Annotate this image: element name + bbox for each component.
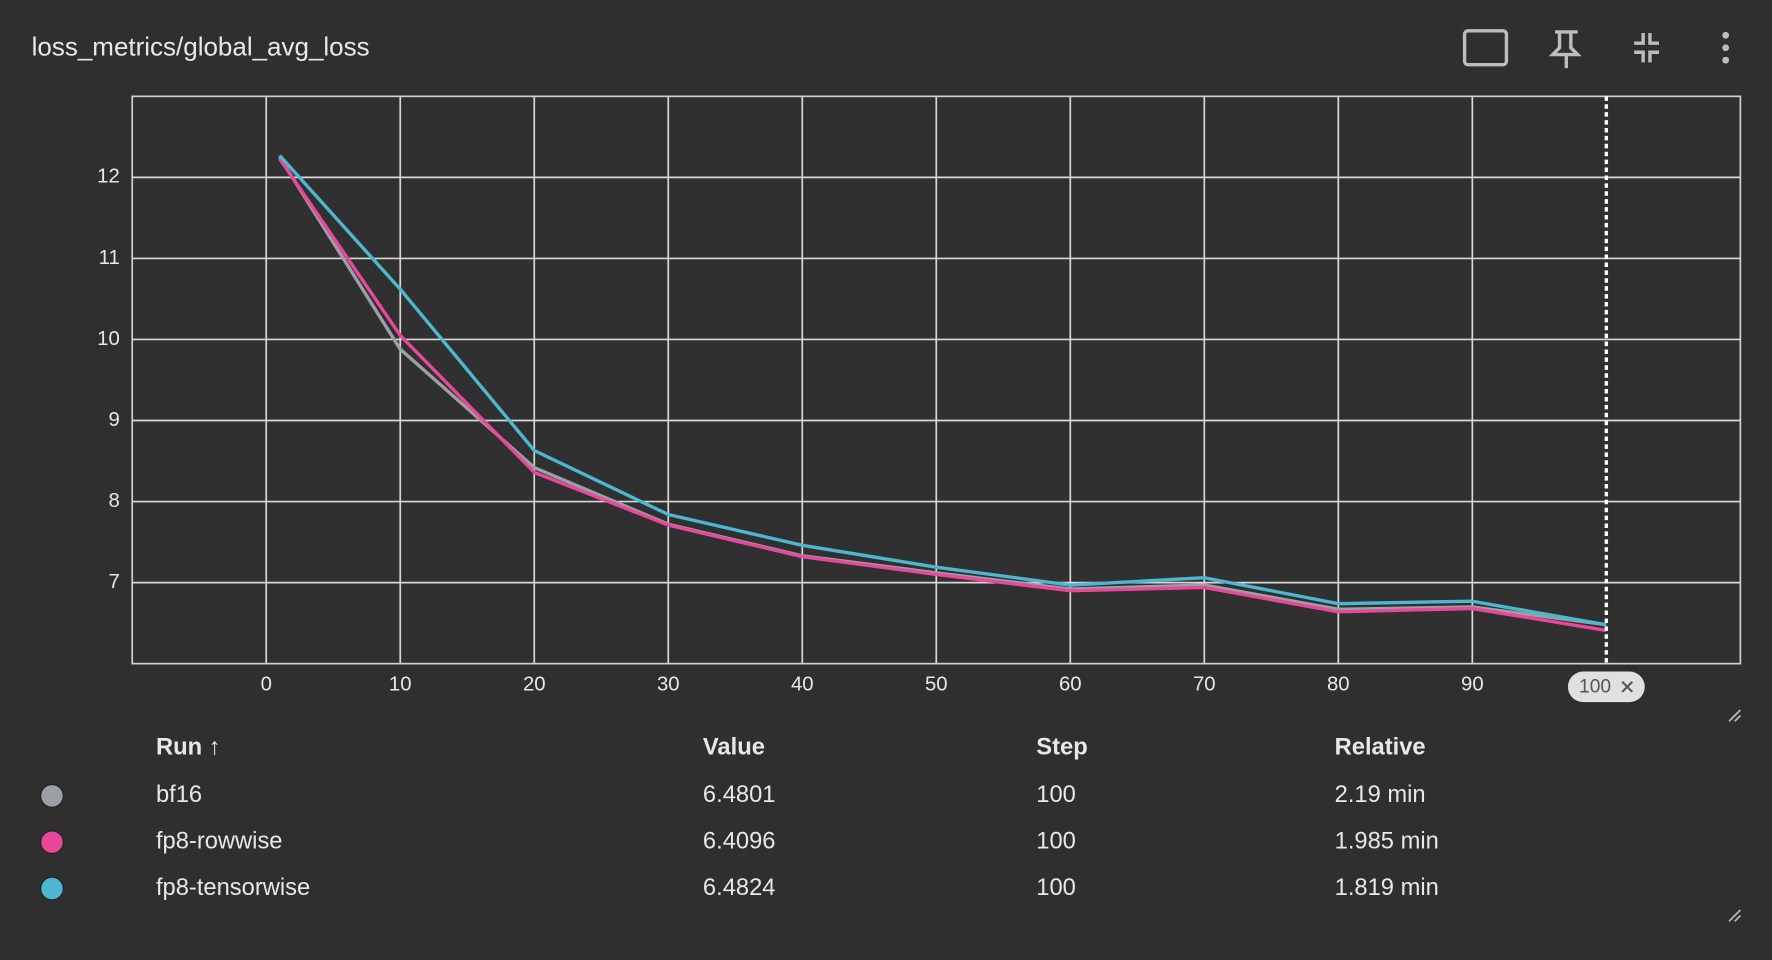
pin-button[interactable] <box>1548 30 1582 69</box>
run-color-dot[interactable] <box>40 783 64 808</box>
run-color-dot[interactable] <box>40 830 64 855</box>
table-cell: 100 <box>1036 782 1076 808</box>
y-tick-label: 12 <box>97 166 120 188</box>
x-tick-label: 0 <box>261 673 272 695</box>
column-header[interactable]: Relative <box>1335 735 1426 761</box>
x-tick-label: 80 <box>1327 673 1350 695</box>
chart-title: loss_metrics/global_avg_loss <box>32 32 370 62</box>
step-chip-close[interactable] <box>1621 681 1634 693</box>
x-tick-label: 40 <box>791 673 814 695</box>
table-cell: fp8-tensorwise <box>156 875 310 901</box>
resize-handle[interactable] <box>1728 709 1741 922</box>
series-line <box>278 154 1607 627</box>
table-cell: 1.985 min <box>1335 828 1439 854</box>
table-cell: 6.4801 <box>703 782 776 808</box>
table-cell: fp8-rowwise <box>156 828 283 854</box>
column-header[interactable]: Run ↑ <box>156 735 221 761</box>
step-chip[interactable] <box>1567 671 1645 703</box>
table-cell: bf16 <box>156 782 202 808</box>
table-cell: 6.4096 <box>703 828 776 854</box>
plot-area: 7 8 9 10 11 12 0 10 20 30 40 50 60 70 80 90 100 <box>97 95 1742 703</box>
y-tick-label: 10 <box>97 328 120 350</box>
x-tick-label: 20 <box>523 673 546 695</box>
run-color-dot[interactable] <box>40 876 64 901</box>
table-cell: 100 <box>1036 875 1076 901</box>
x-tick-label: 90 <box>1461 673 1484 695</box>
table-cell: 2.19 min <box>1335 782 1426 808</box>
y-tick-label: 7 <box>108 571 119 593</box>
table-cell: 6.4824 <box>703 875 776 901</box>
x-tick-label: 60 <box>1059 673 1082 695</box>
toolbar[interactable] <box>1462 29 1730 69</box>
collapse-button[interactable] <box>1634 33 1659 63</box>
step-chip-label: 100 <box>1579 676 1611 697</box>
column-header[interactable]: Value <box>703 735 765 761</box>
y-tick-label: 8 <box>108 490 119 512</box>
x-tick-label: 70 <box>1193 673 1216 695</box>
table-cell: 1.819 min <box>1335 875 1439 901</box>
y-tick-label: 9 <box>108 409 119 431</box>
x-tick-label: 10 <box>389 673 412 695</box>
table-cell: 100 <box>1036 828 1076 854</box>
y-tick-label: 11 <box>99 247 120 269</box>
fit-domain-button[interactable] <box>1462 29 1509 67</box>
column-header[interactable]: Step <box>1036 735 1087 761</box>
x-tick-label: 30 <box>657 673 680 695</box>
run-table: Run ↑ Value Step Relative bf16 6.4801 100 2.19 … <box>40 735 1439 901</box>
more-button[interactable] <box>1722 31 1730 64</box>
series-line <box>278 157 1607 633</box>
x-tick-label: 50 <box>925 673 948 695</box>
